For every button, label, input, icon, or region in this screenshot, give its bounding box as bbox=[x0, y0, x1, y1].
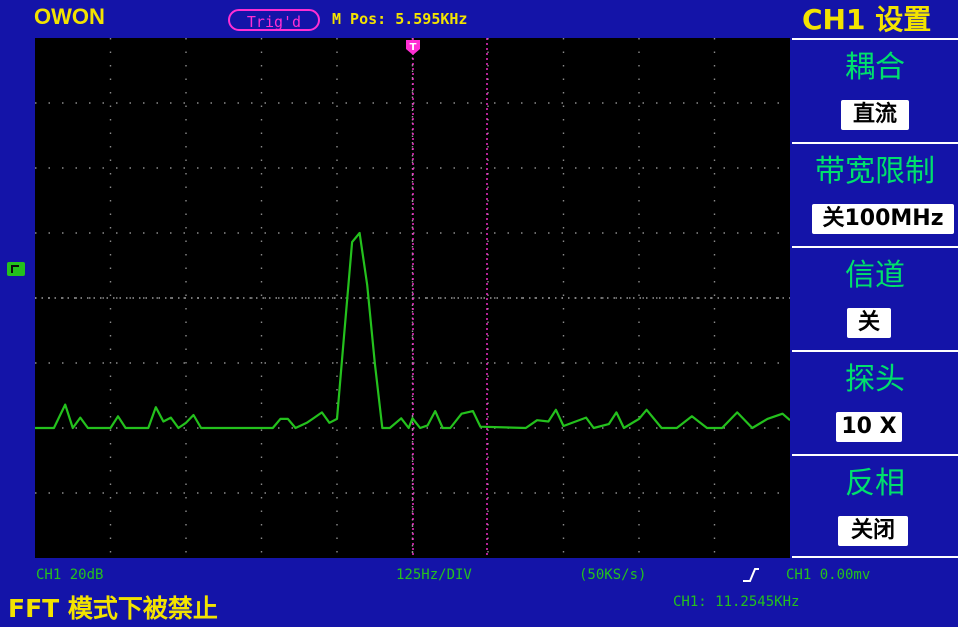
menu-item-invert[interactable]: 反相 关闭 bbox=[792, 454, 958, 558]
trigger-position-glyph: T bbox=[410, 42, 417, 53]
menu-title-coupling: 耦合 bbox=[845, 50, 905, 85]
menu-value-probe: 10 X bbox=[836, 412, 902, 442]
menu-item-coupling[interactable]: 耦合 直流 bbox=[792, 38, 958, 142]
trigger-edge-icon bbox=[743, 568, 759, 582]
mpos-readout: M Pos: 5.595KHz bbox=[332, 8, 467, 30]
mpos-value: 5.595KHz bbox=[395, 10, 468, 28]
menu-title-probe: 探头 bbox=[845, 362, 905, 397]
channel-marker-icon bbox=[7, 262, 25, 276]
menu-value-bandwidth: 关100MHz bbox=[812, 204, 954, 234]
trigger-status-badge: Trig'd bbox=[228, 9, 320, 31]
menu-value-channel: 关 bbox=[847, 308, 891, 338]
fft-chart: T bbox=[35, 38, 790, 558]
menu-item-bandwidth[interactable]: 带宽限制 关100MHz bbox=[792, 142, 958, 246]
menu-item-probe[interactable]: 探头 10 X bbox=[792, 350, 958, 454]
waveform-screen: T bbox=[35, 38, 790, 558]
status-message: FFT 模式下被禁止 bbox=[8, 594, 218, 623]
brand-logo: OWON bbox=[34, 4, 105, 29]
menu-item-channel[interactable]: 信道 关 bbox=[792, 246, 958, 350]
fft-trace bbox=[35, 231, 790, 430]
frequency-readout: CH1: 11.2545KHz bbox=[673, 594, 800, 610]
menu-title-invert: 反相 bbox=[845, 466, 905, 501]
side-menu: 耦合 直流 带宽限制 关100MHz 信道 关 探头 10 X 反相 关闭 bbox=[792, 38, 958, 558]
menu-value-coupling: 直流 bbox=[841, 100, 909, 130]
trigger-level: CH1 0.00mv bbox=[786, 567, 871, 583]
horizontal-scale: 125Hz/DIV bbox=[396, 567, 472, 583]
sample-rate: (50KS/s) bbox=[579, 567, 647, 583]
menu-title-bandwidth: 带宽限制 bbox=[815, 154, 935, 189]
mpos-label: M Pos: bbox=[332, 10, 387, 28]
trigger-position-icon bbox=[406, 40, 420, 55]
menu-title: CH1 设置 bbox=[802, 3, 932, 36]
channel-scale: CH1 20dB bbox=[36, 567, 104, 583]
menu-value-invert: 关闭 bbox=[838, 516, 908, 546]
menu-title-channel: 信道 bbox=[845, 258, 905, 293]
